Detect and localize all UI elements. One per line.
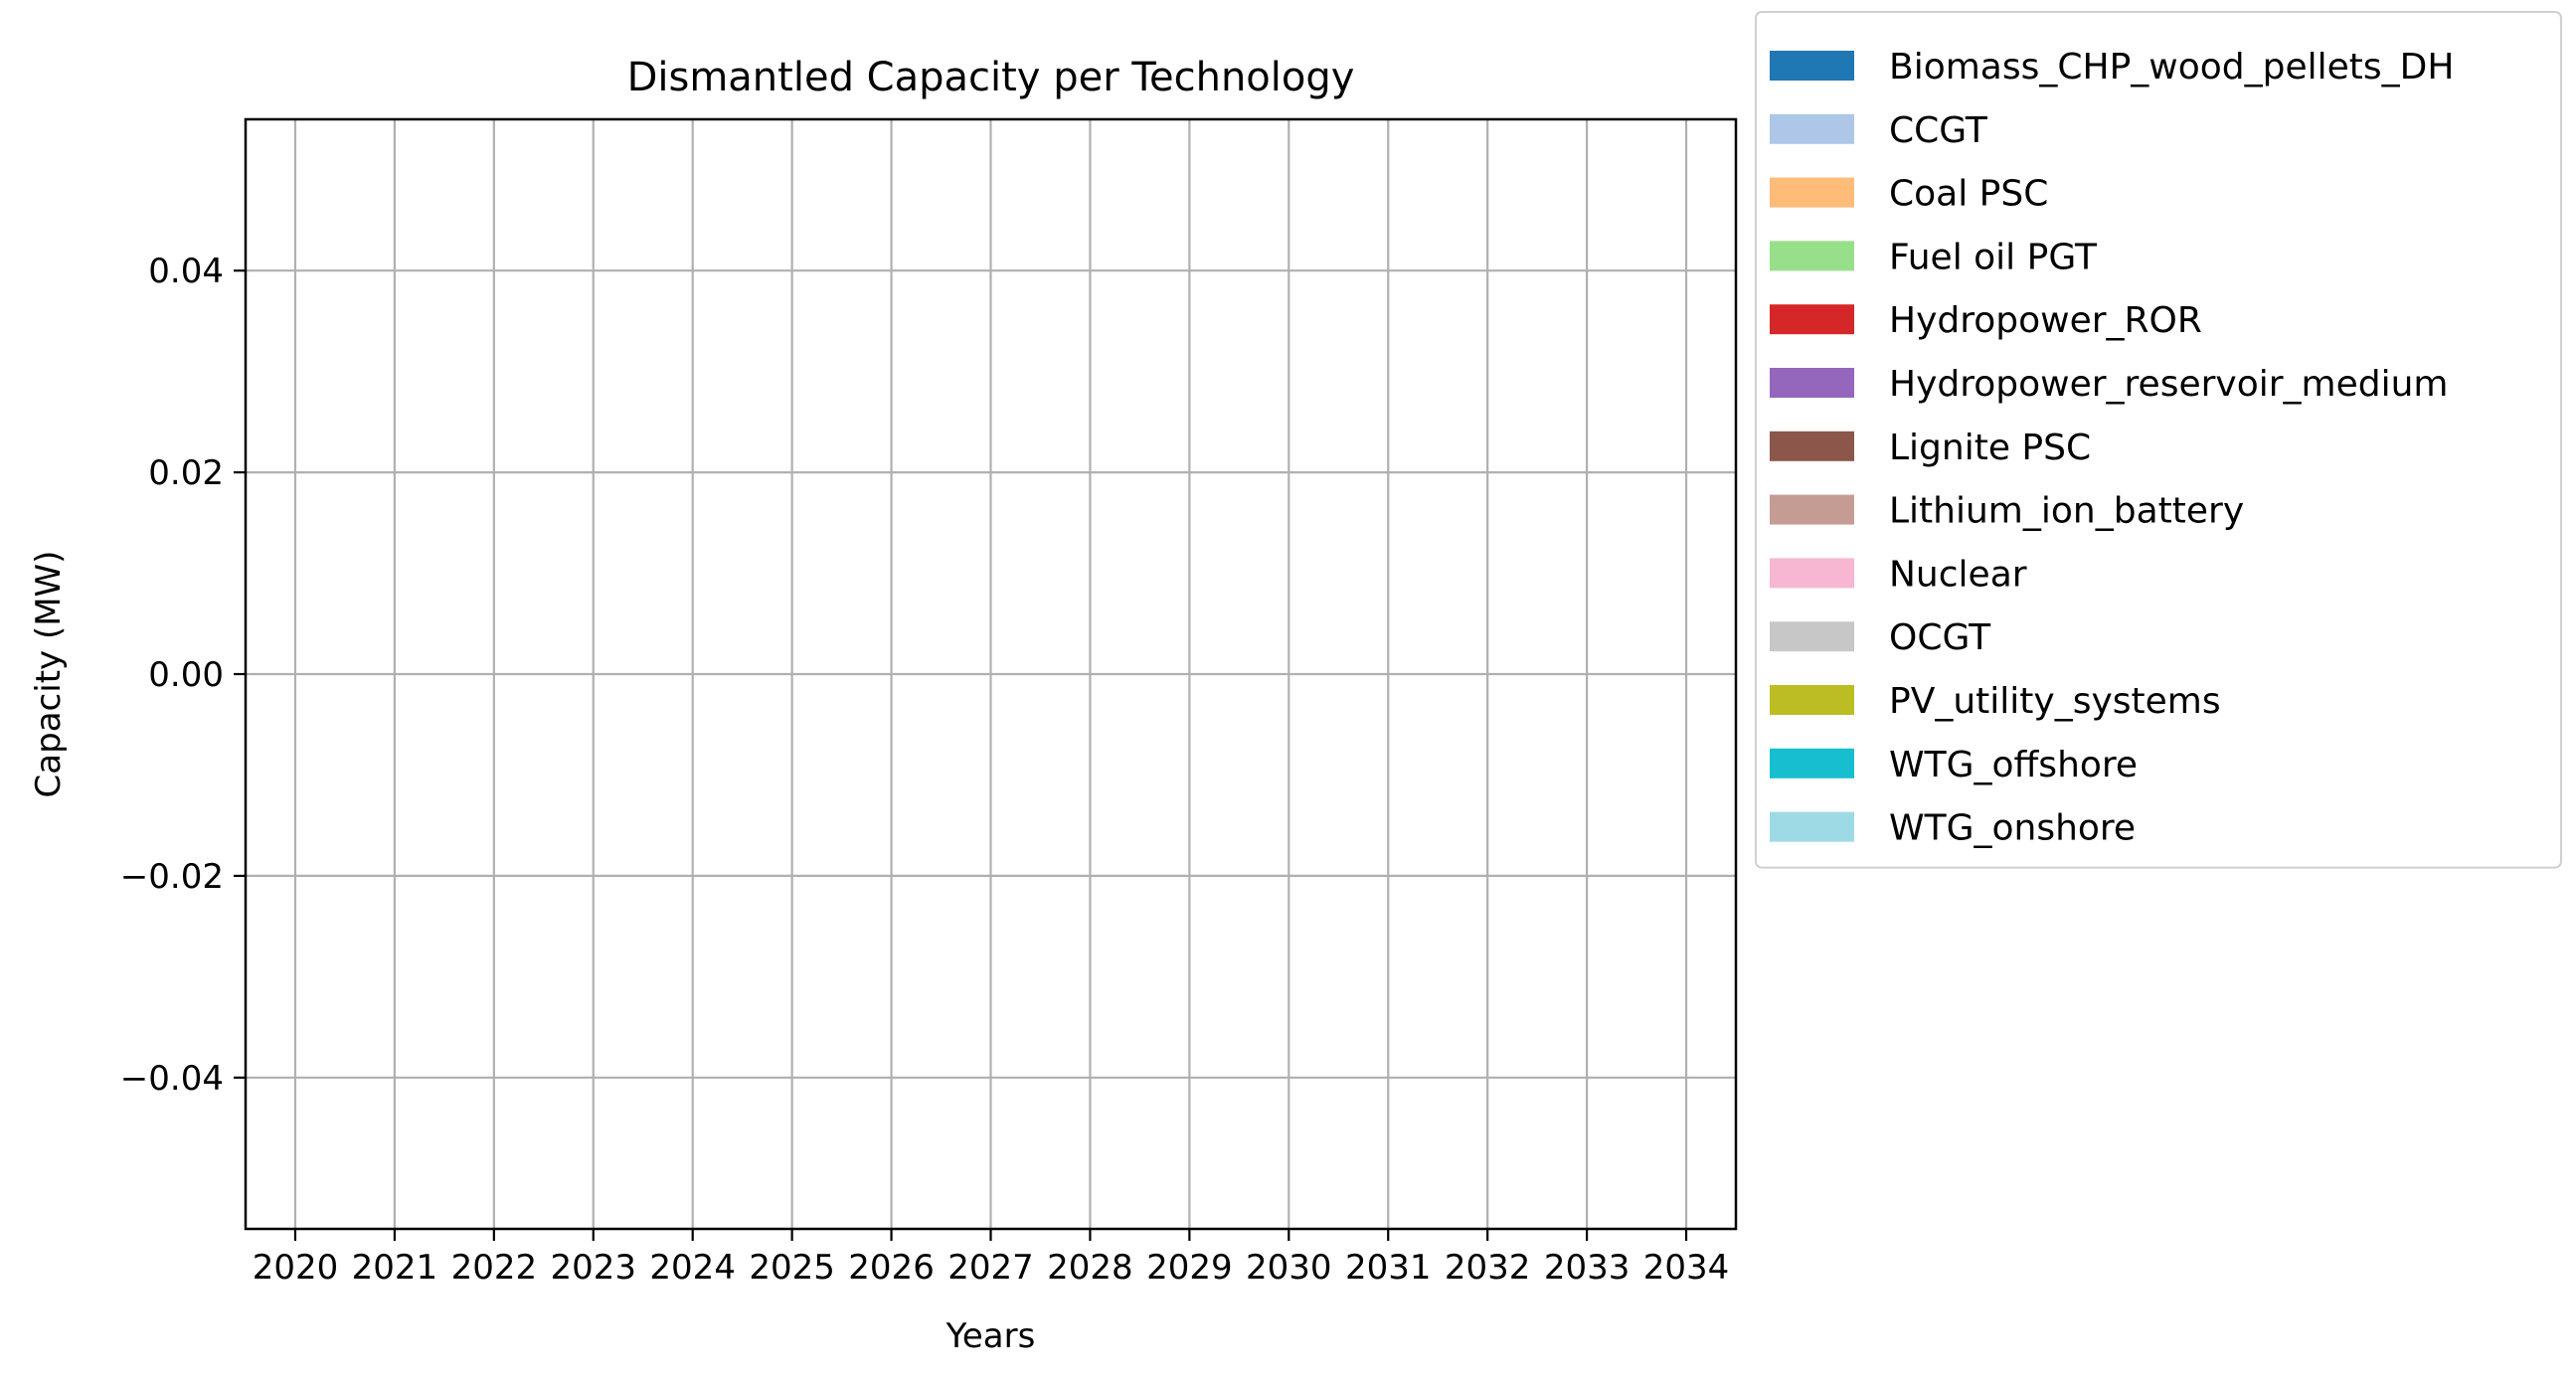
- legend-label: CCGT: [1889, 110, 1988, 151]
- legend: Biomass_CHP_wood_pellets_DH CCGT Coal PSC F…: [1755, 11, 2562, 869]
- x-axis-label: Years: [945, 1316, 1036, 1356]
- legend-label: Fuel oil PGT: [1889, 237, 2098, 277]
- grid-layer: [246, 119, 1736, 1229]
- x-tick-label: 2021: [352, 1248, 438, 1288]
- legend-label: Lignite PSC: [1889, 428, 2091, 468]
- legend-swatch: [1770, 621, 1854, 652]
- x-tick-label: 2030: [1246, 1248, 1332, 1288]
- x-tick-label: 2025: [749, 1248, 835, 1288]
- legend-box: [1755, 11, 2562, 869]
- x-tick-label: 2029: [1146, 1248, 1233, 1288]
- y-tick-label: −0.02: [120, 857, 224, 897]
- legend-swatch: [1770, 685, 1854, 715]
- legend-swatch: [1770, 241, 1854, 271]
- x-tick-label: 2023: [551, 1248, 637, 1288]
- legend-label: Coal PSC: [1889, 174, 2048, 215]
- legend-swatch: [1770, 494, 1854, 525]
- legend-label: OCGT: [1889, 617, 1991, 658]
- legend-swatch: [1770, 51, 1854, 81]
- legend-swatch: [1770, 177, 1854, 208]
- legend-label: Hydropower_ROR: [1889, 300, 2202, 341]
- y-tick-label: −0.04: [120, 1059, 224, 1099]
- legend-label: WTG_onshore: [1889, 808, 2136, 849]
- x-tick-label: 2022: [451, 1248, 538, 1288]
- x-tick-label: 2026: [848, 1248, 935, 1288]
- ticks-layer: 2020 2021 2022 2023 2024 2025 2026 2027 2028 2029…: [120, 252, 1730, 1288]
- legend-label: PV_utility_systems: [1889, 681, 2221, 722]
- legend-label: Hydropower_reservoir_medium: [1889, 364, 2448, 405]
- x-tick-label: 2020: [253, 1248, 339, 1288]
- y-tick-label: 0.00: [148, 655, 224, 695]
- legend-swatch: [1770, 558, 1854, 589]
- legend-label: Nuclear: [1889, 554, 2027, 595]
- legend-label: WTG_offshore: [1889, 745, 2138, 785]
- x-tick-label: 2032: [1445, 1248, 1531, 1288]
- legend-swatch: [1770, 431, 1854, 461]
- y-tick-label: 0.04: [148, 252, 224, 291]
- x-tick-label: 2031: [1345, 1248, 1432, 1288]
- legend-swatch: [1770, 811, 1854, 842]
- legend-label: Lithium_ion_battery: [1889, 491, 2244, 532]
- y-axis-label: Capacity (MW): [29, 551, 69, 798]
- legend-swatch: [1770, 368, 1854, 398]
- legend-label: Biomass_CHP_wood_pellets_DH: [1889, 47, 2454, 87]
- x-tick-label: 2027: [947, 1248, 1034, 1288]
- legend-swatch: [1770, 113, 1854, 144]
- x-tick-label: 2028: [1047, 1248, 1133, 1288]
- x-tick-label: 2034: [1643, 1248, 1730, 1288]
- x-tick-label: 2033: [1544, 1248, 1631, 1288]
- legend-swatch: [1770, 748, 1854, 779]
- legend-swatch: [1770, 304, 1854, 335]
- y-tick-label: 0.02: [148, 453, 224, 493]
- chart-title: Dismantled Capacity per Technology: [627, 55, 1355, 100]
- x-tick-label: 2024: [649, 1248, 736, 1288]
- legend-items: Biomass_CHP_wood_pellets_DH CCGT Coal PSC F…: [1770, 47, 2454, 849]
